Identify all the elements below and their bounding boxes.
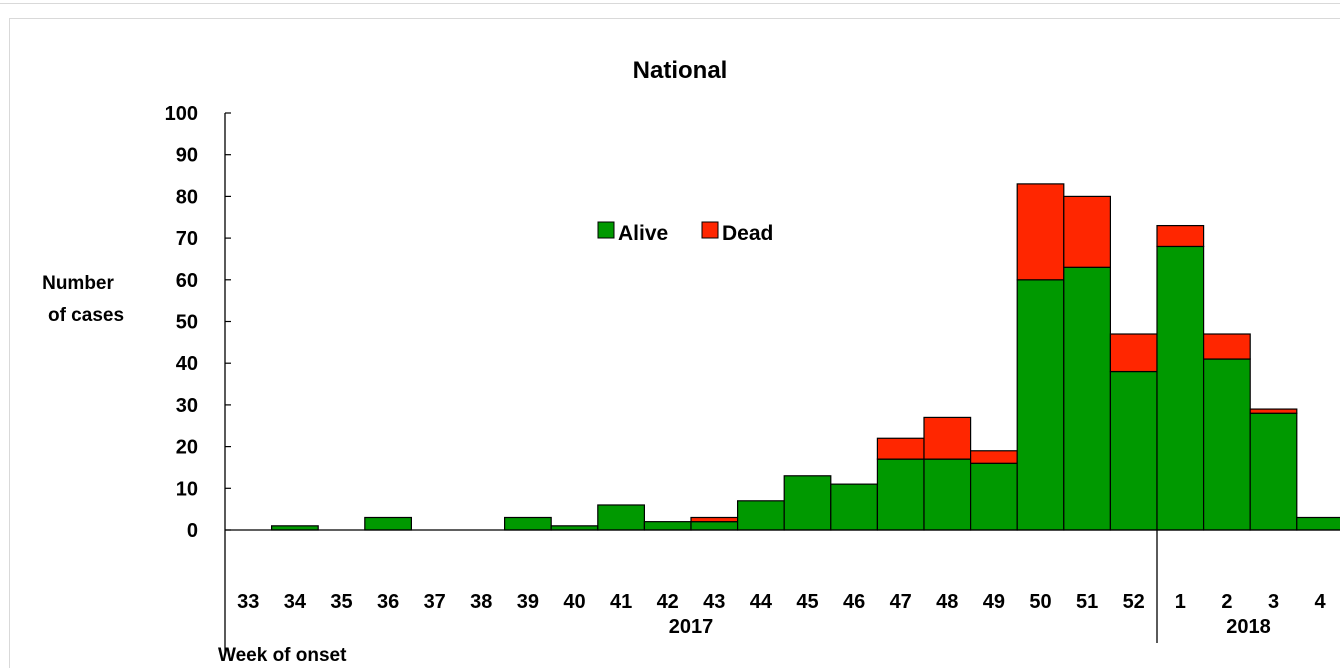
legend-swatch-alive <box>597 221 615 239</box>
x-tick-label: 3 <box>1268 591 1279 613</box>
y-tick-label: 40 <box>176 353 198 375</box>
y-tick-label: 30 <box>176 395 198 417</box>
bar-alive-51 <box>1063 266 1112 531</box>
x-tick-label: 49 <box>983 591 1005 613</box>
x-tick-label: 48 <box>936 591 958 613</box>
bar-dead-43 <box>690 516 739 523</box>
y-axis: 0 10 20 30 40 50 60 70 80 90 100 <box>165 103 231 654</box>
bar-alive-41 <box>597 504 645 531</box>
x-tick-label: 37 <box>424 591 446 613</box>
bar-dead-51 <box>1063 195 1112 268</box>
y-tick-label: 0 <box>187 520 198 542</box>
y-tick-label: 50 <box>176 312 198 334</box>
y-tick-label: 20 <box>176 437 198 459</box>
bar-alive-50 <box>1016 279 1065 531</box>
bar-alive-4 <box>1296 516 1340 531</box>
bar-alive-52 <box>1109 370 1158 531</box>
legend-label-dead: Dead <box>722 222 773 245</box>
x-tick-label: 43 <box>703 591 725 613</box>
year-group-label: 2018 <box>1226 616 1271 638</box>
bar-alive-44 <box>736 500 785 531</box>
y-tick-label: 10 <box>176 478 198 500</box>
x-tick-label: 1 <box>1175 591 1186 613</box>
chart-title: National <box>633 57 728 84</box>
y-tick-label: 100 <box>165 103 198 125</box>
x-tick-label: 46 <box>843 591 865 613</box>
bar-dead-1 <box>1156 224 1205 248</box>
x-tick-label: 42 <box>657 591 679 613</box>
bar-dead-52 <box>1109 333 1158 373</box>
x-tick-label: 52 <box>1123 591 1145 613</box>
y-tick-label: 70 <box>176 228 198 250</box>
bars <box>271 183 1340 531</box>
y-tick-label: 60 <box>176 270 198 292</box>
bar-alive-46 <box>830 483 878 531</box>
bar-dead-50 <box>1016 183 1065 281</box>
bar-alive-48 <box>923 458 972 531</box>
bar-alive-2 <box>1202 358 1251 531</box>
x-tick-label: 47 <box>890 591 912 613</box>
x-tick-label: 33 <box>237 591 259 613</box>
bar-alive-49 <box>969 462 1018 531</box>
x-axis-label: Week of onset <box>218 645 347 666</box>
x-tick-label: 51 <box>1076 591 1098 613</box>
legend-swatch-dead <box>701 221 719 239</box>
legend: Alive Dead <box>597 221 773 245</box>
y-tick-label: 90 <box>176 145 198 167</box>
bar-alive-47 <box>876 458 925 531</box>
y-axis-label-line2: of cases <box>48 305 124 326</box>
bar-alive-43 <box>690 521 739 531</box>
x-tick-label: 50 <box>1029 591 1051 613</box>
bar-dead-3 <box>1249 408 1298 414</box>
y-axis-label-line1: Number <box>42 273 114 294</box>
bar-alive-45 <box>783 475 832 531</box>
x-axis: 33 34 35 36 37 38 39 40 41 42 43 44 45 46 47 48 49 50 51 52… <box>225 529 1340 643</box>
bar-dead-48 <box>923 416 972 460</box>
x-tick-label: 45 <box>796 591 818 613</box>
bar-alive-39 <box>504 516 552 531</box>
x-tick-label: 36 <box>377 591 399 613</box>
bar-alive-36 <box>364 516 412 531</box>
x-tick-label: 4 <box>1315 591 1327 613</box>
x-tick-label: 35 <box>330 591 352 613</box>
bar-alive-1 <box>1156 245 1205 531</box>
bar-alive-3 <box>1249 412 1298 531</box>
legend-label-alive: Alive <box>618 222 668 245</box>
bar-dead-47 <box>876 437 925 460</box>
bar-dead-2 <box>1202 333 1251 360</box>
x-tick-label: 40 <box>563 591 585 613</box>
x-tick-label: 2 <box>1221 591 1232 613</box>
chart-frame <box>9 18 1340 668</box>
top-border-line <box>0 3 1340 4</box>
bar-dead-49 <box>969 450 1018 464</box>
year-group-label: 2017 <box>669 616 714 638</box>
x-tick-label: 39 <box>517 591 539 613</box>
y-tick-label: 80 <box>176 186 198 208</box>
x-tick-label: 44 <box>750 591 773 613</box>
x-tick-label: 41 <box>610 591 632 613</box>
x-tick-label: 34 <box>284 591 307 613</box>
bar-alive-42 <box>643 521 692 531</box>
x-tick-label: 38 <box>470 591 492 613</box>
